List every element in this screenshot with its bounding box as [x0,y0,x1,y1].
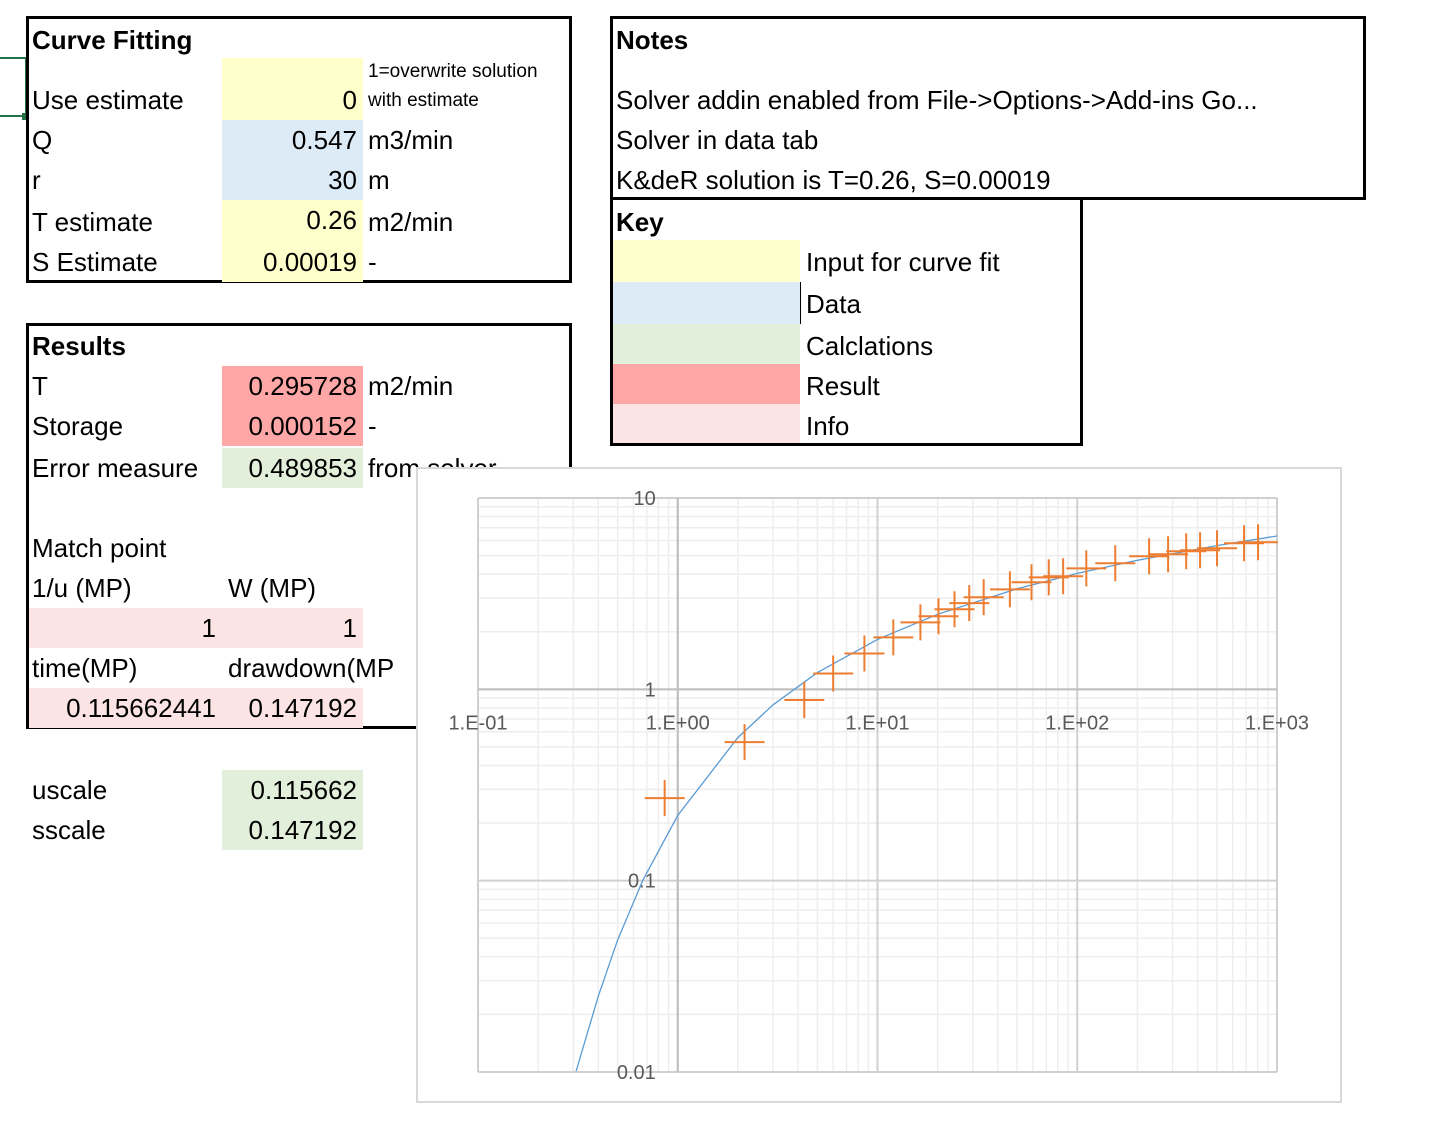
y-tick-label: 0.01 [617,1062,656,1084]
s-estimate-unit: - [368,247,377,277]
s-estimate-value[interactable]: 0.00019 [222,242,363,282]
data-point-marker [1129,538,1170,575]
curve-fitting-title: Curve Fitting [32,25,193,55]
t-estimate-unit: m2/min [368,207,454,237]
r-value[interactable]: 30 [222,160,363,200]
storage-result-unit: - [368,411,377,441]
key-swatch-calculations [613,324,800,364]
data-point-marker [784,681,825,718]
notes-title: Notes [616,25,689,55]
uscale-label: uscale [32,775,108,805]
time-value[interactable]: 0.115662441 [66,693,216,723]
row-label: T [32,371,48,401]
use-estimate-cell-bg [222,58,363,120]
results-title: Results [32,331,126,361]
key-title: Key [616,207,664,237]
row-label: Error measure [32,453,199,483]
data-point-marker [1148,536,1189,573]
data-point-marker [1043,558,1084,595]
key-panel [610,197,1083,446]
key-label: Result [806,371,880,401]
w-value[interactable]: 1 [342,613,357,643]
use-estimate-note: 1=overwrite solution [368,61,538,82]
row-label: Q [32,125,53,155]
drawdown-label: drawdown(MP [228,653,395,683]
key-swatch-data [613,282,801,324]
key-label: Info [806,411,850,441]
y-tick-label: 1 [645,679,656,701]
type-curve-chart[interactable]: 1.E-01 1.E+00 1.E+01 1.E+02 1.E+03 10 1 0.1 0.01 [416,467,1342,1103]
data-point-marker [1011,564,1052,601]
uscale-value[interactable]: 0.115662 [222,770,363,810]
inv-u-value[interactable]: 1 [201,613,216,643]
note-line: Solver in data tab [616,125,819,155]
key-swatch-result [613,364,800,404]
use-estimate-value[interactable]: 0 [342,85,357,115]
key-label: Data [806,289,861,319]
row-label: T estimate [32,207,153,237]
data-point-marker [949,585,990,622]
x-tick-label: 1.E-01 [449,712,508,734]
data-point-marker [1066,550,1107,587]
key-label: Calclations [806,331,934,361]
x-tick-label: 1.E+02 [1045,712,1109,734]
data-point-marker [844,635,885,672]
w-label: W (MP) [228,573,317,603]
row-label: Storage [32,411,124,441]
use-estimate-note-2: with estimate [368,90,479,111]
key-swatch-info [613,404,800,443]
cell-selection-border [0,57,27,117]
x-tick-label: 1.E+03 [1245,712,1309,734]
data-point-marker [1180,532,1221,569]
note-line: K&deR solution is T=0.26, S=0.00019 [616,165,1051,195]
key-swatch-input [613,240,800,282]
t-result-unit: m2/min [368,371,454,401]
y-tick-label: 10 [634,488,656,510]
sscale-value[interactable]: 0.147192 [222,810,363,850]
time-row-bg [29,688,363,728]
match-point-label: Match point [32,533,167,563]
data-point-marker [873,619,914,656]
x-tick-label: 1.E+01 [846,712,910,734]
data-point-marker [1197,530,1238,567]
data-point-marker [1095,545,1136,582]
error-measure-value[interactable]: 0.489853 [222,448,363,488]
row-label: Use estimate [32,85,184,115]
match-point-row-bg [29,608,363,648]
data-point-marker [1028,559,1069,596]
row-label: r [32,165,41,195]
r-unit: m [368,165,390,195]
data-point-marker [900,604,941,641]
data-point-marker [813,655,854,692]
data-point-marker [644,780,685,817]
data-point-marker [1238,524,1279,561]
data-point-marker [724,724,765,761]
t-estimate-value[interactable]: 0.26 [222,200,363,242]
sscale-label: sscale [32,815,106,845]
inv-u-label: 1/u (MP) [32,573,132,603]
q-unit: m3/min [368,125,454,155]
drawdown-value[interactable]: 0.147192 [248,693,357,723]
q-value[interactable]: 0.547 [222,120,363,160]
x-tick-label: 1.E+00 [646,712,710,734]
row-label: S Estimate [32,247,158,277]
fill-handle[interactable] [22,113,29,120]
t-result-value[interactable]: 0.295728 [222,366,363,406]
data-point-marker [918,598,959,635]
time-label: time(MP) [32,653,138,683]
data-point-marker [989,571,1030,608]
storage-result-value[interactable]: 0.000152 [222,406,363,446]
data-point-marker [963,579,1004,616]
note-line: Solver addin enabled from File->Options-… [616,85,1258,115]
data-point-marker [934,591,975,628]
key-label: Input for curve fit [806,247,1000,277]
